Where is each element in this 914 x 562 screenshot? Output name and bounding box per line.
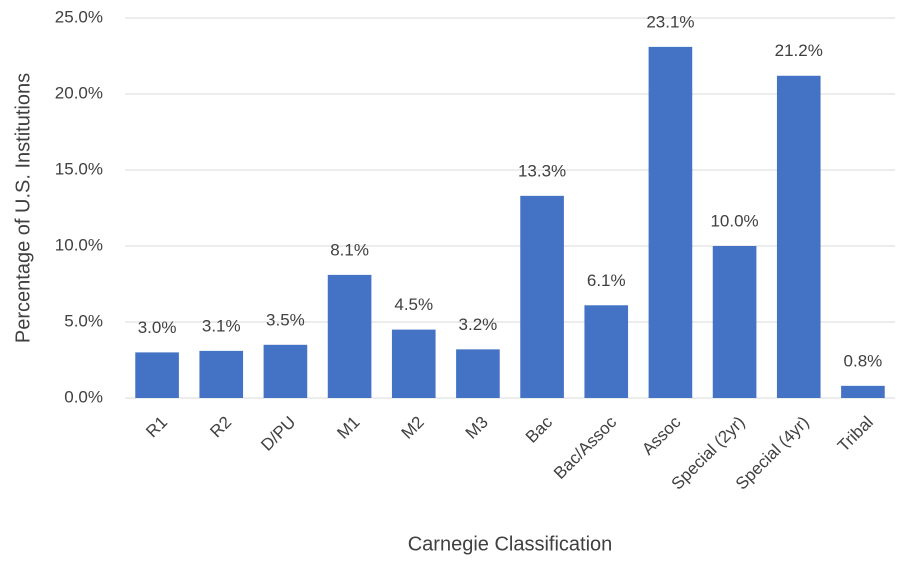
x-tick-label: Assoc xyxy=(638,412,685,459)
x-tick-label: D/PU xyxy=(257,413,299,455)
value-label: 13.3% xyxy=(518,161,566,180)
x-tick-label: Bac/Assoc xyxy=(550,412,621,483)
y-tick-label: 25.0% xyxy=(55,7,103,26)
bar xyxy=(391,329,436,398)
y-tick-label: 20.0% xyxy=(55,83,103,102)
bar xyxy=(263,344,308,398)
value-label: 21.2% xyxy=(775,41,823,60)
x-tick-label: R1 xyxy=(142,413,171,442)
x-tick-label: M3 xyxy=(462,413,492,443)
x-axis-title: Carnegie Classification xyxy=(408,533,613,555)
bar xyxy=(520,195,564,398)
value-label: 3.2% xyxy=(459,315,498,334)
x-tick-label: M2 xyxy=(398,413,428,443)
value-label: 3.1% xyxy=(202,316,241,335)
bar xyxy=(841,385,885,398)
bar xyxy=(776,75,821,398)
bar xyxy=(135,352,179,398)
y-tick-label: 15.0% xyxy=(55,159,103,178)
value-label: 8.1% xyxy=(330,240,369,259)
y-tick-label: 10.0% xyxy=(55,235,103,254)
value-label: 6.1% xyxy=(587,271,626,290)
x-tick-label: R2 xyxy=(206,413,235,442)
value-label: 10.0% xyxy=(710,211,758,230)
y-tick-label: 5.0% xyxy=(64,311,103,330)
y-tick-label: 0.0% xyxy=(64,387,103,406)
value-label: 0.8% xyxy=(844,351,883,370)
value-label: 3.0% xyxy=(138,318,177,337)
x-tick-label: M1 xyxy=(333,413,363,443)
bar xyxy=(327,274,372,398)
bar xyxy=(648,46,693,398)
bar xyxy=(584,305,629,398)
value-label: 4.5% xyxy=(394,295,433,314)
y-axis-title: Percentage of U.S. Institutions xyxy=(12,73,34,343)
bar xyxy=(456,349,500,398)
x-tick-label: Bac xyxy=(522,412,557,447)
value-label: 23.1% xyxy=(646,12,694,31)
x-tick-label: Tribal xyxy=(834,413,877,456)
bar xyxy=(712,246,757,398)
value-label: 3.5% xyxy=(266,310,305,329)
bar xyxy=(199,350,244,398)
